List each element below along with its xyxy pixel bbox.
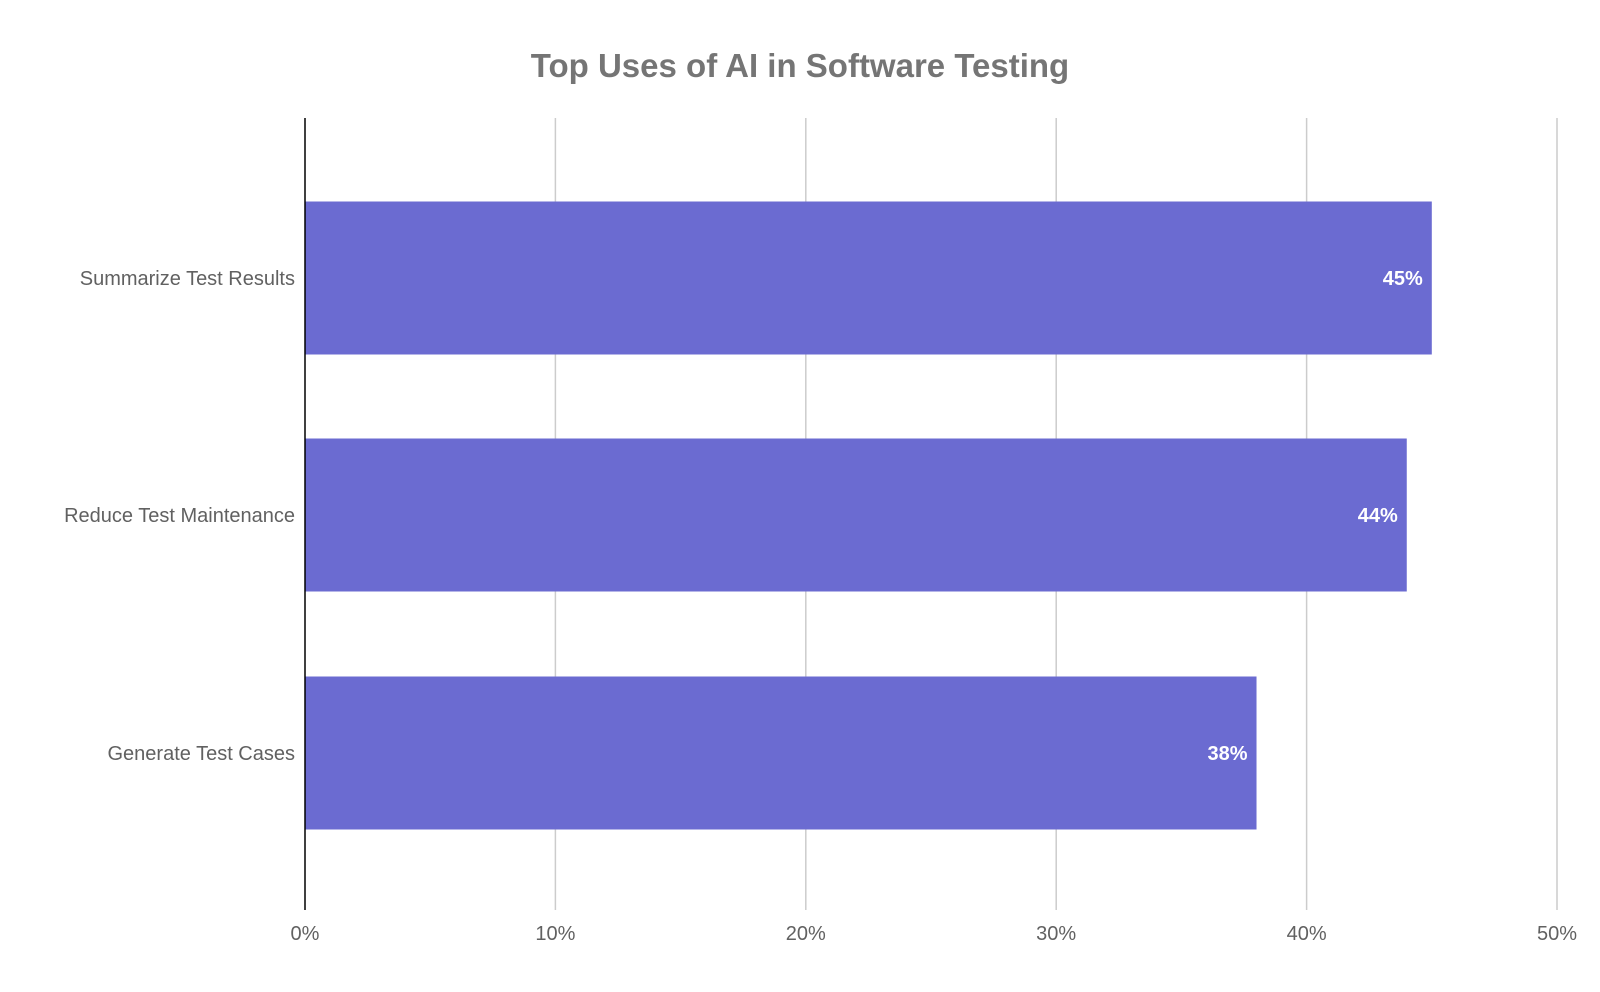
x-tick-label: 30% xyxy=(1036,923,1076,945)
bar-data-label: 44% xyxy=(1358,505,1398,527)
bar xyxy=(305,438,1407,592)
category-label: Generate Test Cases xyxy=(107,743,295,765)
bar-data-label: 38% xyxy=(1207,743,1247,765)
bar xyxy=(305,676,1257,830)
x-tick-label: 50% xyxy=(1537,923,1577,945)
x-tick-label: 20% xyxy=(786,923,826,945)
bar-data-label: 45% xyxy=(1383,268,1423,290)
bars: 45% 44% 38% xyxy=(305,201,1432,830)
chart-title: Top Uses of AI in Software Testing xyxy=(531,47,1069,84)
x-tick-label: 40% xyxy=(1287,923,1327,945)
category-labels: Summarize Test Results Reduce Test Mainte… xyxy=(64,268,295,765)
x-tick-label: 0% xyxy=(291,923,320,945)
bar xyxy=(305,201,1432,355)
x-tick-label: 10% xyxy=(535,923,575,945)
category-label: Summarize Test Results xyxy=(80,268,295,290)
x-axis-tick-labels: 0% 10% 20% 30% 40% 50% xyxy=(291,923,1578,945)
category-label: Reduce Test Maintenance xyxy=(64,505,295,527)
